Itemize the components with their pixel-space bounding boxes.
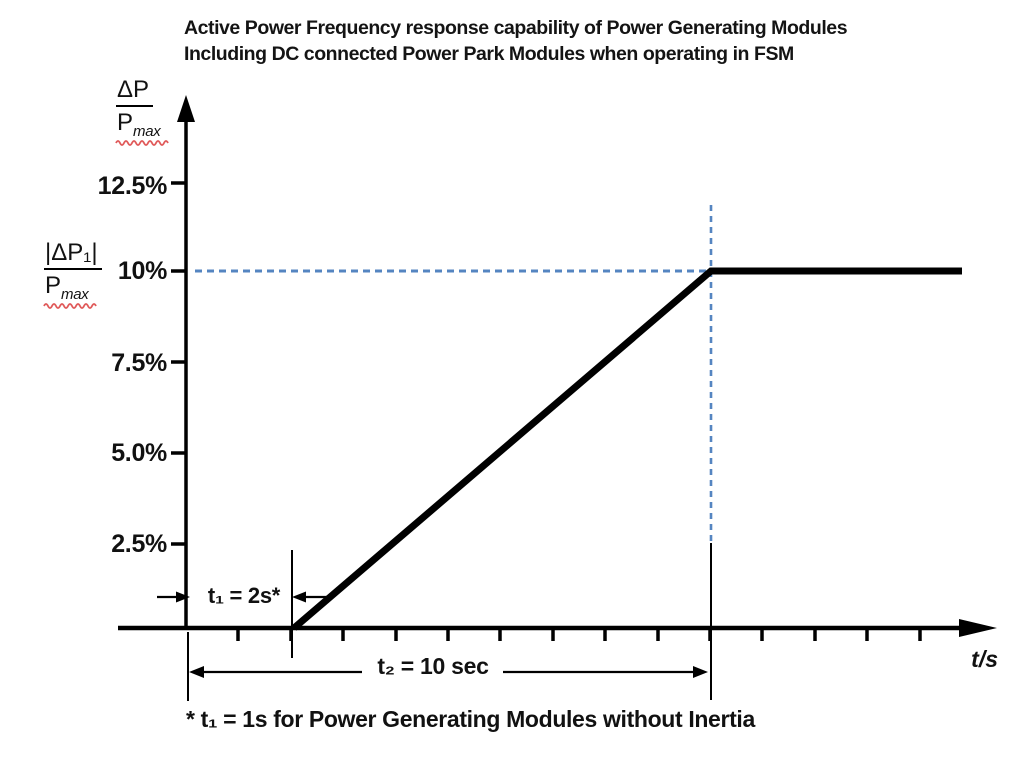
response-level-label: |ΔP₁| Pmax bbox=[43, 239, 102, 309]
t2-double-arrow bbox=[189, 666, 708, 678]
y-axis-unit-label: ΔP Pmax bbox=[115, 76, 169, 146]
y-tick-label-12-5: 12.5% bbox=[97, 172, 168, 200]
fraction-denominator: Pmax bbox=[43, 272, 97, 309]
y-tick-label-10: 10% bbox=[117, 257, 167, 285]
fraction-denominator: Pmax bbox=[115, 109, 169, 146]
t1-arrow-left bbox=[157, 591, 190, 603]
fraction-numerator: |ΔP₁| bbox=[44, 239, 102, 270]
denominator-subscript: max bbox=[61, 286, 89, 303]
title-line-1: Active Power Frequency response capabili… bbox=[184, 17, 848, 39]
spellcheck-squiggle-icon bbox=[115, 140, 169, 146]
t2-annotation: t₂ = 10 sec bbox=[377, 653, 489, 679]
t2-arrowhead-right-icon bbox=[693, 666, 708, 678]
x-axis-ticks bbox=[236, 630, 922, 641]
y-axis-ticks bbox=[171, 181, 186, 546]
t1-arrowhead-right-icon bbox=[176, 591, 190, 603]
t1-arrow-right bbox=[292, 591, 327, 603]
page-title: Active Power Frequency response capabili… bbox=[184, 15, 944, 67]
denominator-base: P bbox=[45, 272, 62, 299]
fraction-numerator: ΔP bbox=[116, 76, 154, 107]
y-tick-label-7-5: 7.5% bbox=[111, 349, 167, 377]
denominator-subscript: max bbox=[133, 123, 161, 140]
footnote: * t₁ = 1s for Power Generating Modules w… bbox=[186, 706, 755, 732]
y-tick-label-5-0: 5.0% bbox=[111, 439, 167, 467]
title-line-2: Including DC connected Power Park Module… bbox=[184, 43, 794, 65]
denominator-base: P bbox=[117, 109, 134, 136]
x-axis-label: t/s bbox=[971, 646, 998, 672]
t1-annotation: t₁ = 2s* bbox=[207, 583, 281, 608]
t1-arrowhead-left-icon bbox=[292, 591, 306, 603]
t2-arrowhead-left-icon bbox=[189, 666, 204, 678]
y-axis-arrowhead-icon bbox=[177, 95, 195, 122]
y-tick-label-2-5: 2.5% bbox=[111, 530, 167, 558]
x-axis-arrowhead-icon bbox=[959, 619, 997, 637]
spellcheck-squiggle-icon bbox=[43, 303, 97, 309]
response-line bbox=[291, 267, 962, 631]
